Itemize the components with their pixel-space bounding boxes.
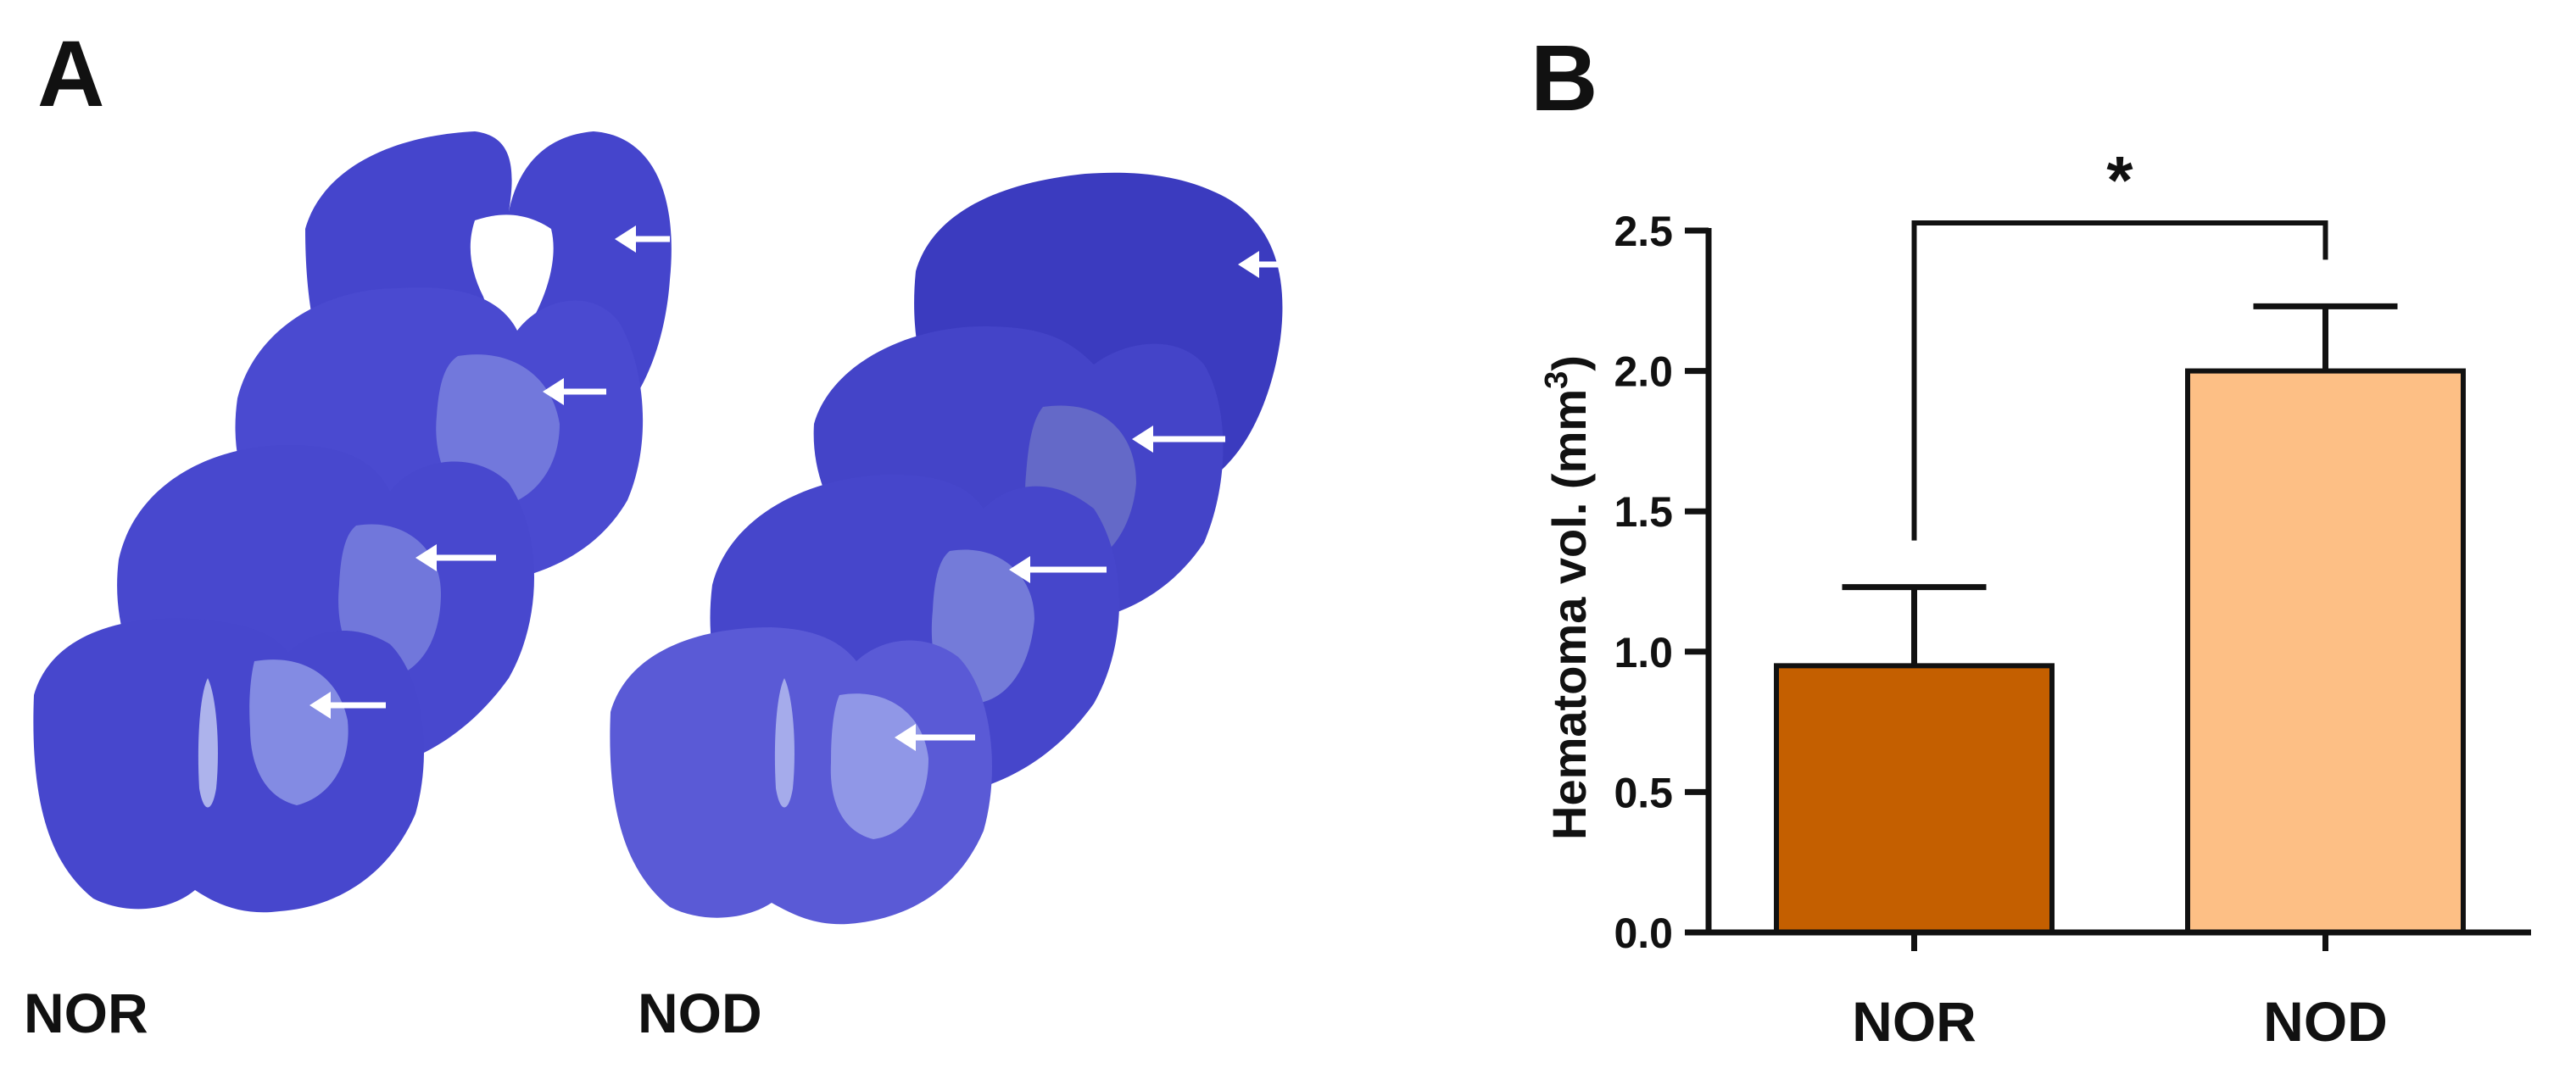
significance-line [1911, 220, 2328, 541]
arrow-nod-2 [1132, 426, 1225, 453]
arrow-nor-2 [543, 378, 606, 405]
x-category-label: NOD [2263, 990, 2388, 1053]
significance-star: * [2106, 142, 2133, 218]
y-tick-label: 1.0 [1614, 629, 1673, 676]
panel-b-label: B [1531, 26, 1597, 131]
y-axis-ticks: 0.0 0.5 1.0 1.5 2.0 2.5 [1614, 208, 1709, 957]
nod-section-4-ventricle [774, 678, 795, 808]
error-bars [1842, 303, 2398, 666]
nor-section-4-lesion [249, 659, 348, 805]
bars [1774, 368, 2466, 936]
y-tick-label: 2.0 [1614, 348, 1673, 396]
y-axis-title-text: Hematoma vol. (mm [1542, 389, 1596, 840]
y-axis-title-end: ) [1542, 355, 1596, 371]
nor-section-4 [33, 618, 425, 913]
arrow-nod-3 [1009, 556, 1107, 583]
arrow-nod-1 [1238, 251, 1280, 278]
bar-chart: Hematoma vol. (mm3) 0.0 0.5 1.0 1.5 2.0 2.5 N… [1539, 142, 2531, 1053]
bar-nor [1774, 663, 2055, 935]
group-label-nor: NOR [24, 982, 148, 1044]
significance-bracket: * [1911, 142, 2328, 541]
hematoma-arrows [309, 225, 1280, 751]
bar-nod [2185, 368, 2466, 936]
group-label-nod: NOD [638, 982, 762, 1044]
nod-section-4-lesion [830, 693, 928, 839]
y-tick-label: 2.5 [1614, 208, 1673, 255]
x-axis-categories: NOR NOD [1852, 932, 2388, 1053]
arrow-nor-1 [615, 225, 670, 253]
x-category-label: NOR [1852, 990, 1977, 1053]
nor-brain-sections [33, 131, 672, 913]
nod-brain-sections [610, 172, 1283, 925]
panel-a-label: A [37, 22, 104, 126]
y-axis-title-sup: 3 [1539, 371, 1575, 389]
y-axis-title: Hematoma vol. (mm3) [1539, 355, 1596, 840]
y-tick-label: 0.5 [1614, 769, 1673, 816]
y-tick-label: 0.0 [1614, 910, 1673, 957]
arrow-nor-3 [415, 544, 496, 571]
nod-section-4 [610, 627, 992, 925]
arrow-nod-4 [895, 724, 975, 751]
y-tick-label: 1.5 [1614, 488, 1673, 536]
arrow-nor-4 [309, 692, 386, 719]
nor-section-4-ventricle [198, 678, 218, 808]
